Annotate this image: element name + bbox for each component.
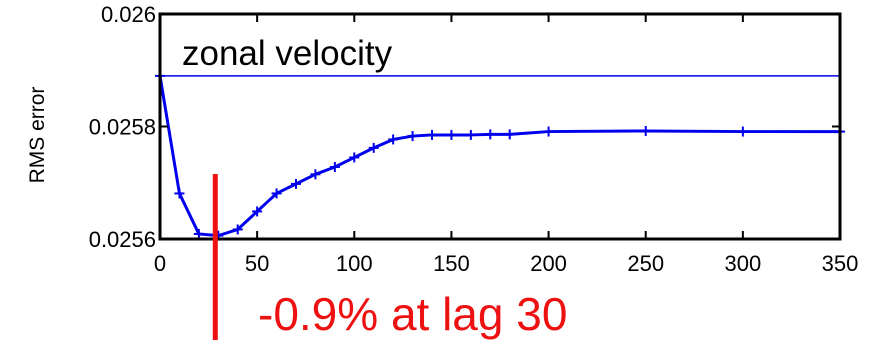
data-point xyxy=(640,126,651,136)
data-point xyxy=(388,134,399,145)
y-axis-title: RMS error xyxy=(26,87,49,184)
data-point xyxy=(465,129,476,140)
data-point xyxy=(446,129,457,140)
data-point xyxy=(291,178,301,189)
data-point xyxy=(368,142,379,153)
axis-layer: 0 50 100 150 200 250 300 350 0.0256 0.0258 0.026 xyxy=(89,2,859,276)
y-tick-label: 0.026 xyxy=(101,2,156,27)
data-point xyxy=(271,188,282,199)
x-tick-label: 150 xyxy=(433,251,470,276)
panel-title: zonal velocity xyxy=(182,34,393,73)
x-tick-label: 300 xyxy=(724,251,761,276)
data-point xyxy=(310,169,321,180)
data-point xyxy=(737,126,748,137)
x-tick-label: 50 xyxy=(245,251,269,276)
data-point xyxy=(349,152,360,163)
x-tick-label: 0 xyxy=(154,251,166,276)
data-point xyxy=(427,129,437,140)
data-point xyxy=(193,228,204,239)
x-tick-label: 350 xyxy=(822,251,859,276)
data-point xyxy=(174,188,185,199)
data-point xyxy=(485,129,496,140)
x-tick-label: 250 xyxy=(627,251,664,276)
y-tick-label: 0.0258 xyxy=(89,115,156,140)
series-layer xyxy=(155,70,845,241)
data-point xyxy=(252,206,263,217)
data-point xyxy=(504,129,515,140)
data-point xyxy=(232,224,243,235)
x-tick-label: 100 xyxy=(336,251,373,276)
data-point xyxy=(329,162,340,172)
x-tick-label: 200 xyxy=(530,251,567,276)
data-point xyxy=(407,131,418,142)
annotation-text: -0.9% at lag 30 xyxy=(258,288,567,340)
y-tick-label: 0.0256 xyxy=(89,227,156,252)
data-point xyxy=(543,126,554,137)
